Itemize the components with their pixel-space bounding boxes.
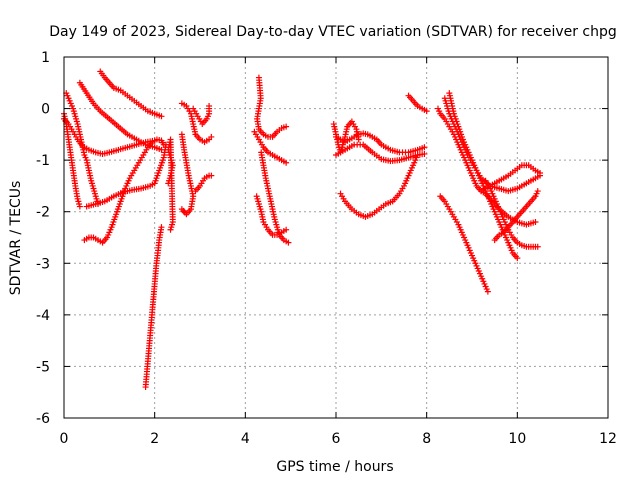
axis-ticks: 0 2 4 6 8 10 12 -6 -5 -4 -3 -2 -1 0 1: [36, 50, 617, 447]
data-point: [285, 239, 292, 246]
data-point: [534, 188, 541, 195]
data-track: [251, 128, 290, 166]
data-track: [178, 131, 197, 218]
data-track: [337, 151, 421, 220]
y-tick-label: -4: [36, 308, 50, 324]
data-point: [208, 172, 215, 179]
data-track: [178, 100, 215, 146]
x-tick-label: 12: [599, 431, 617, 447]
data-point: [423, 108, 430, 115]
data-points: [61, 68, 543, 391]
y-tick-label: -6: [36, 411, 50, 427]
data-track: [253, 193, 290, 238]
y-axis-label: SDTVAR / TECUs: [8, 181, 24, 296]
data-point: [181, 208, 188, 215]
data-point: [514, 255, 521, 262]
data-track: [97, 68, 165, 120]
data-track: [405, 92, 430, 115]
data-track: [491, 188, 541, 244]
y-tick-label: -5: [36, 359, 50, 375]
y-tick-label: -2: [36, 205, 50, 221]
data-point: [534, 243, 541, 250]
data-track: [76, 79, 165, 153]
x-tick-label: 4: [241, 431, 250, 447]
data-point: [421, 150, 428, 157]
data-point: [208, 133, 215, 140]
y-tick-label: -1: [36, 153, 50, 169]
data-point: [167, 226, 174, 233]
y-tick-label: 0: [41, 102, 50, 118]
data-track: [330, 118, 362, 156]
data-point: [355, 136, 362, 143]
data-track: [63, 90, 101, 207]
x-tick-label: 0: [60, 431, 69, 447]
data-track: [478, 162, 543, 195]
x-tick-label: 2: [150, 431, 159, 447]
data-track: [192, 172, 215, 195]
data-track: [61, 110, 83, 210]
data-point: [206, 102, 213, 109]
data-point: [283, 226, 290, 233]
data-track: [254, 74, 290, 140]
data-track: [437, 193, 491, 295]
data-point: [283, 159, 290, 166]
data-track: [81, 136, 167, 246]
data-track: [333, 130, 428, 156]
y-tick-label: 1: [41, 50, 50, 66]
data-point: [160, 141, 167, 148]
x-tick-label: 6: [332, 431, 341, 447]
data-point: [532, 219, 539, 226]
data-point: [283, 123, 290, 130]
data-point: [537, 170, 543, 177]
data-point: [158, 224, 165, 231]
data-point: [158, 113, 165, 120]
data-track: [165, 136, 176, 233]
data-track: [258, 149, 292, 246]
data-track: [190, 102, 213, 128]
data-point: [421, 144, 428, 151]
chart-title: Day 149 of 2023, Sidereal Day-to-day VTE…: [49, 24, 617, 40]
x-tick-label: 10: [508, 431, 526, 447]
data-track: [142, 224, 165, 391]
y-tick-label: -3: [36, 256, 50, 272]
x-axis-label: GPS time / hours: [276, 459, 393, 475]
data-point: [484, 288, 491, 295]
data-point: [414, 151, 421, 158]
data-point: [76, 203, 83, 210]
x-tick-label: 8: [422, 431, 431, 447]
